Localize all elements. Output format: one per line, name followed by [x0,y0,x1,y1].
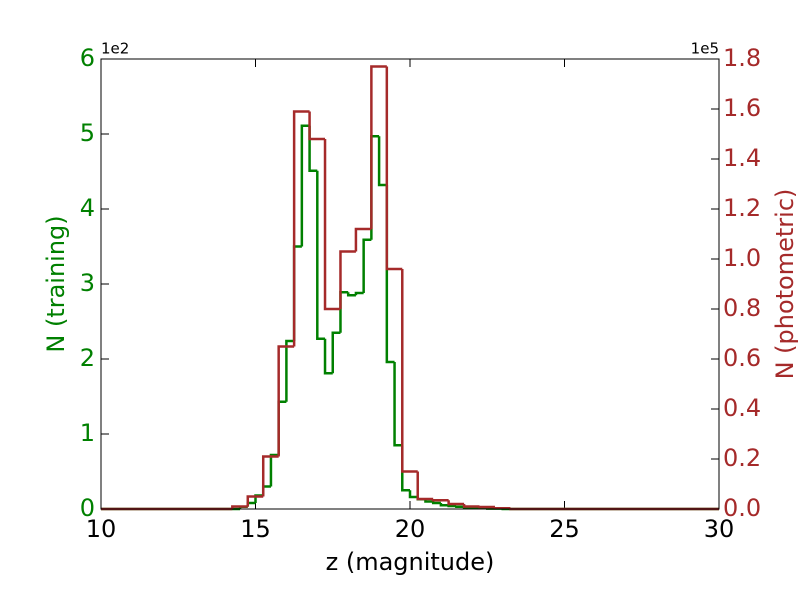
histogram-step [478,505,495,509]
y2-offset-label: 1e5 [691,40,719,58]
histogram-step [308,125,318,172]
y2-tick-label: 0.4 [723,394,761,422]
histogram-step [370,65,387,229]
histogram-step [462,504,480,508]
y-axis-label: N (training) [42,215,70,352]
histogram-step [447,504,457,508]
histogram-step [455,505,465,508]
histogram-step [269,453,279,487]
histogram-step [346,292,356,297]
x-tick-label: 15 [240,515,271,543]
y2-tick-label: 0.8 [723,294,761,322]
y-offset-label: 1e2 [101,40,129,58]
histogram-step [316,170,326,340]
y2-tick-label: 1.4 [723,144,761,172]
y2-tick-label: 0.6 [723,344,761,372]
y2-tick-label: 1.6 [723,94,761,122]
histogram-step [362,238,372,293]
y2-tick-label: 1.2 [723,194,761,222]
histogram-step [231,505,248,509]
histogram-step [308,111,326,141]
histogram-step [408,490,418,499]
x-tick-label: 30 [704,515,735,543]
y-tick-label: 2 [80,344,95,372]
histogram-step [261,455,279,497]
plot-frame [100,58,720,510]
histogram-step [354,227,372,252]
histogram-step [416,471,434,501]
histogram-step [393,362,403,447]
histogram-step [431,499,449,502]
x-tick-label: 10 [86,515,117,543]
y2-tick-label: 1.8 [723,44,761,72]
histogram-step [277,345,295,457]
histogram-step [401,269,418,473]
histogram-step [331,331,341,374]
x-tick-label: 25 [549,515,580,543]
histogram-step [377,136,387,187]
histogram-step [246,495,264,507]
histogram-step [285,339,295,402]
histogram-step [447,500,465,506]
histogram-step [439,503,449,507]
y2-tick-label: 0.2 [723,444,761,472]
histogram-step [339,250,356,309]
histogram-step [300,124,310,247]
y2-tick-label: 0.0 [723,494,761,522]
y-tick-label: 1 [80,419,95,447]
histogram-step [323,139,341,311]
y-tick-label: 5 [80,119,95,147]
x-tick-label: 20 [395,515,426,543]
x-axis-label: z (magnitude) [326,548,495,576]
histogram-step [493,507,511,510]
histogram-step [385,66,403,271]
histogram-step [431,501,441,505]
y2-axis-label: N (photometric) [771,189,799,380]
y-tick-label: 6 [80,44,95,72]
histogram-step [292,110,310,347]
y-tick-label: 4 [80,194,95,222]
y2-tick-label: 1.0 [723,244,761,272]
y-tick-label: 0 [80,494,95,522]
histogram-step [354,291,364,296]
y-tick-label: 3 [80,269,95,297]
histogram-step [323,338,333,375]
